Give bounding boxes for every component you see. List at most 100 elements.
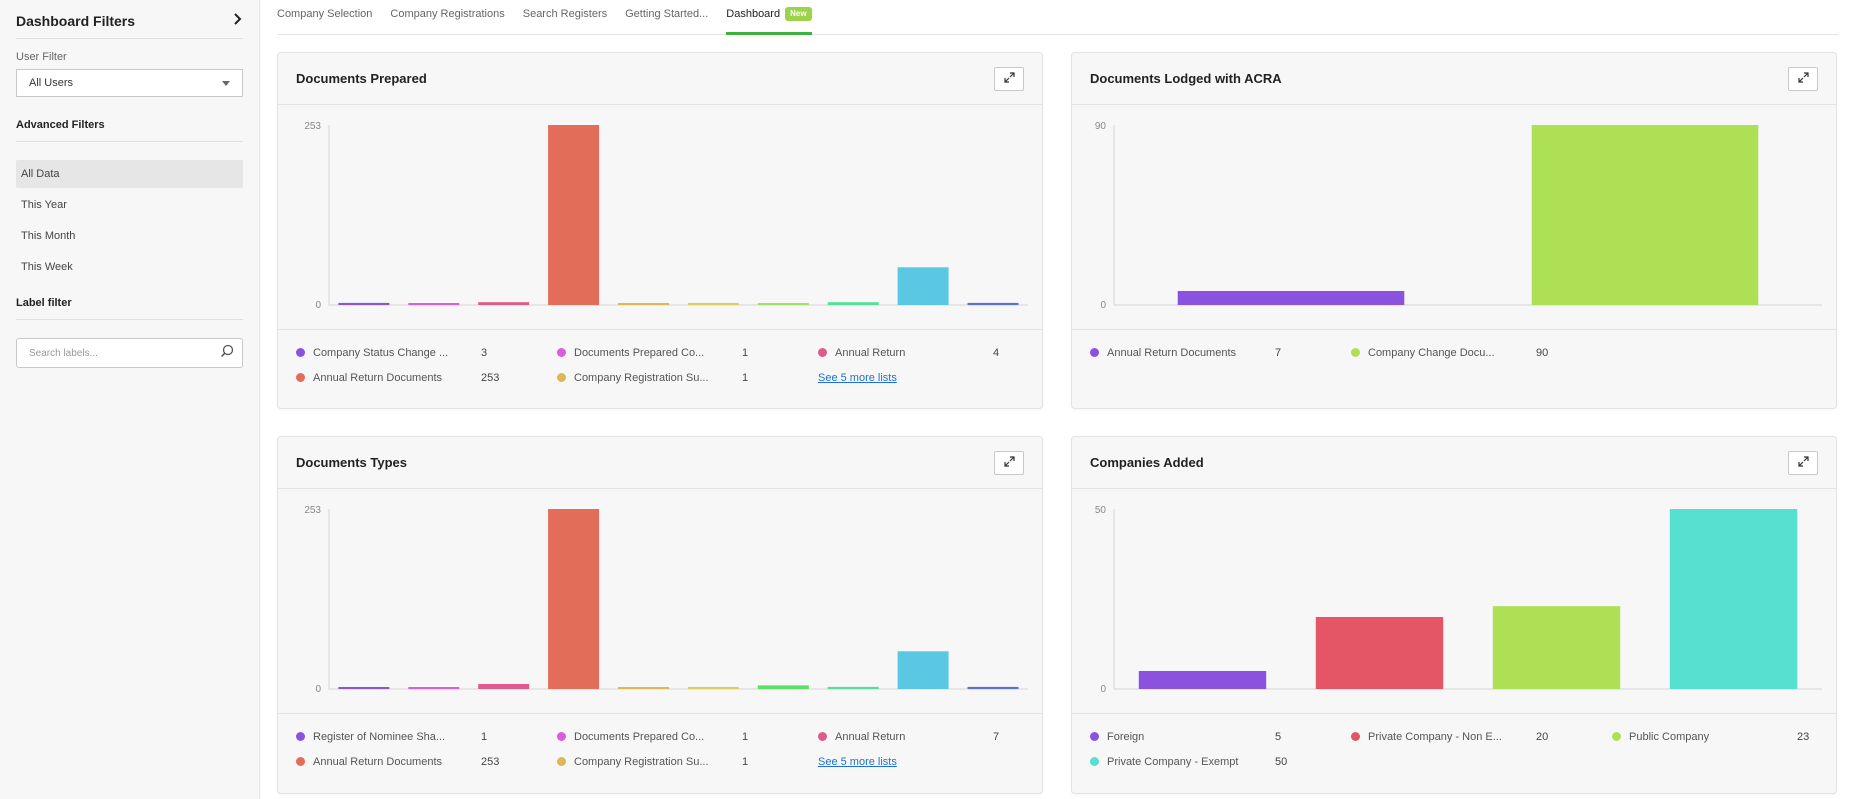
user-filter-value: All Users [29, 77, 74, 89]
legend-dot [296, 348, 305, 357]
new-badge: New [785, 6, 812, 21]
chart-bar [967, 686, 1019, 689]
tab-dashboard-label: Dashboard [726, 7, 781, 20]
legend-value: 23 [1797, 730, 1810, 743]
y-tick-label: 0 [315, 684, 321, 695]
chart-bar [1315, 617, 1444, 689]
legend-value: 7 [993, 730, 1000, 743]
card-header: Documents Lodged with ACRA [1072, 53, 1836, 105]
legend-dot [557, 348, 566, 357]
legend-item: See 5 more lists [818, 753, 1028, 770]
legend-value: 4 [993, 346, 1000, 359]
legend-dot [557, 732, 566, 741]
y-tick-label: 253 [304, 121, 321, 132]
tab-company-selection[interactable]: Company Selection [277, 7, 373, 20]
chart-legend: Company Status Change ... 3 Documents Pre… [278, 330, 1042, 386]
legend-item: See 5 more lists [818, 369, 1028, 386]
legend-label: Annual Return Documents [1107, 346, 1237, 359]
legend-value: 253 [481, 371, 500, 384]
chart-legend: Annual Return Documents 7 Company Change … [1072, 330, 1836, 361]
y-tick-label: 90 [1095, 121, 1107, 132]
legend-value: 1 [742, 755, 749, 768]
tab-dashboard[interactable]: Dashboard New [726, 0, 812, 35]
legend-item: Documents Prepared Co... 1 [557, 344, 818, 361]
card-title: Companies Added [1090, 455, 1204, 470]
chart-area: 50 0 [1072, 489, 1836, 714]
legend-item: Annual Return Documents 7 [1090, 344, 1351, 361]
label-search-input[interactable] [29, 347, 209, 359]
user-filter-select[interactable]: All Users [16, 69, 243, 97]
legend-item: Annual Return Documents 253 [296, 753, 557, 770]
chart-bar [897, 267, 949, 305]
filter-option-this-month[interactable]: This Month [21, 230, 76, 242]
legend-item: Annual Return Documents 253 [296, 369, 557, 386]
legend-value: 5 [1275, 730, 1282, 743]
card-header: Companies Added [1072, 437, 1836, 489]
chart-bar [548, 125, 600, 305]
chart-bar [338, 302, 390, 305]
see-more-lists-link[interactable]: See 5 more lists [818, 755, 897, 768]
card-documents-lodged: Documents Lodged with ACRA 90 0 Annual Re… [1071, 52, 1837, 409]
sidebar-title: Dashboard Filters [16, 13, 136, 29]
legend-value: 253 [481, 755, 500, 768]
chart-bar [1177, 291, 1405, 305]
legend-value: 20 [1536, 730, 1549, 743]
chart-bar [618, 687, 669, 689]
legend-value: 1 [742, 371, 749, 384]
chart-area: 253 0 [278, 489, 1042, 714]
search-icon[interactable] [220, 344, 234, 363]
card-documents-types: Documents Types 253 0 Register of Nominee… [277, 436, 1043, 794]
companies-added-chart: 50 0 [1095, 505, 1822, 695]
top-tabs: Company Selection Company Registrations … [277, 0, 1839, 35]
legend-label: Company Change Docu... [1368, 346, 1495, 359]
legend-value: 90 [1536, 346, 1549, 359]
legend-item: Foreign 5 [1090, 728, 1351, 745]
documents-types-chart: 253 0 [304, 505, 1028, 695]
chart-bar [478, 684, 530, 689]
legend-dot [1090, 348, 1099, 357]
tab-getting-started[interactable]: Getting Started... [625, 7, 709, 20]
filter-option-all-data[interactable]: All Data [16, 160, 243, 188]
legend-label: Public Company [1629, 730, 1710, 743]
legend-dot [818, 348, 827, 357]
legend-item: Company Change Docu... 90 [1351, 344, 1612, 361]
legend-item: Private Company - Exempt 50 [1090, 753, 1351, 770]
chart-legend: Register of Nominee Sha... 1 Documents Pr… [278, 714, 1042, 770]
legend-value: 1 [742, 346, 749, 359]
expand-button[interactable] [1788, 66, 1818, 91]
chart-bar [1531, 125, 1759, 305]
chart-legend: Foreign 5 Private Company - Non E... 20 Pu… [1072, 714, 1836, 770]
tab-company-registrations[interactable]: Company Registrations [390, 7, 505, 20]
legend-value: 3 [481, 346, 488, 359]
legend-dot [1090, 757, 1099, 766]
expand-button[interactable] [994, 66, 1024, 91]
legend-label: Company Registration Su... [574, 371, 709, 384]
chart-bar [408, 687, 460, 689]
legend-label: Documents Prepared Co... [574, 346, 705, 359]
documents-lodged-chart: 90 0 [1095, 121, 1822, 311]
y-tick-label: 50 [1095, 505, 1107, 516]
sidebar-header: Dashboard Filters [16, 12, 243, 39]
legend-value: 50 [1275, 755, 1288, 768]
chart-bar [618, 303, 669, 305]
legend-item: Private Company - Non E... 20 [1351, 728, 1612, 745]
legend-item: Company Registration Su... 1 [557, 369, 818, 386]
caret-down-icon [222, 80, 230, 86]
chart-bar [687, 687, 739, 689]
label-filter-heading: Label filter [16, 297, 243, 320]
expand-icon [1797, 70, 1809, 88]
legend-dot [557, 757, 566, 766]
label-search-box [16, 338, 243, 368]
expand-button[interactable] [1788, 450, 1818, 475]
legend-dot [296, 732, 305, 741]
expand-button[interactable] [994, 450, 1024, 475]
tab-search-registers[interactable]: Search Registers [522, 7, 608, 20]
chevron-right-icon[interactable] [233, 12, 243, 30]
filter-option-this-week[interactable]: This Week [21, 261, 73, 273]
chart-bar [408, 303, 460, 305]
legend-label: Documents Prepared Co... [574, 730, 705, 743]
legend-item: Public Company 23 [1612, 728, 1822, 745]
see-more-lists-link[interactable]: See 5 more lists [818, 371, 897, 384]
chart-bar [1138, 671, 1267, 689]
filter-option-this-year[interactable]: This Year [21, 199, 67, 211]
